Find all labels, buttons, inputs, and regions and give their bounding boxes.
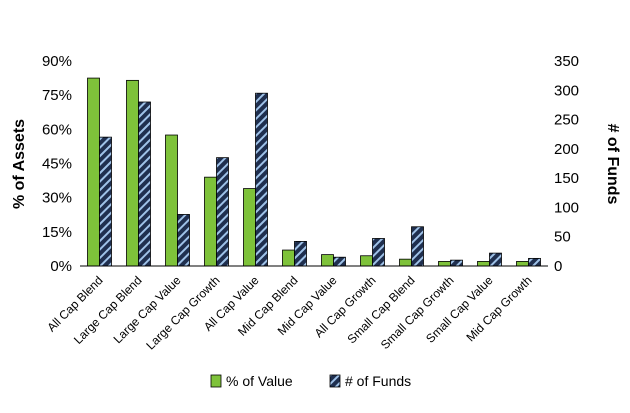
y-tick-label: 15% — [42, 224, 72, 241]
bar-funds — [333, 256, 346, 267]
bar-value — [282, 249, 295, 267]
bar-funds — [372, 238, 385, 267]
category-label: Small Cap Value — [423, 273, 496, 346]
legend-label-funds: # of Funds — [345, 373, 411, 389]
y-tick-label: 0% — [50, 258, 72, 275]
y-tick-label: 45% — [42, 156, 72, 173]
y2-tick-label: 50 — [554, 229, 571, 246]
y-axis-title: % of Assets — [11, 119, 28, 209]
category-label: Large Cap Blend — [71, 273, 145, 347]
y-axis-ticks: 0% 15% 30% 45% 60% 75% 90% — [42, 53, 72, 275]
y2-tick-label: 300 — [554, 82, 579, 99]
y2-tick-label: 100 — [554, 199, 579, 216]
bar-value — [165, 134, 178, 267]
bar-value — [438, 261, 451, 267]
y2-axis-title: # of Funds — [604, 124, 621, 205]
y2-tick-label: 350 — [554, 53, 579, 70]
bar-funds — [489, 252, 502, 267]
category-label: Large Cap Value — [111, 273, 184, 346]
bar-value — [126, 79, 139, 267]
bar-funds — [138, 101, 151, 267]
bar-funds — [255, 92, 268, 267]
y-tick-label: 90% — [42, 53, 72, 70]
legend-swatch-funds — [329, 374, 341, 388]
bar-funds — [177, 214, 190, 267]
bar-funds — [216, 157, 229, 267]
y-tick-label: 75% — [42, 87, 72, 104]
bar-funds — [450, 259, 463, 267]
bar-value — [321, 254, 334, 267]
bar-value — [87, 77, 100, 267]
bars — [87, 77, 541, 267]
y2-axis-ticks: 0 50 100 150 200 250 300 350 — [554, 53, 579, 275]
bar-value — [516, 261, 529, 267]
legend-label-value: % of Value — [226, 373, 293, 389]
y2-tick-label: 0 — [554, 258, 562, 275]
y2-tick-label: 250 — [554, 112, 579, 129]
bar-value — [399, 258, 412, 267]
bar-funds — [99, 136, 112, 267]
bar-funds — [528, 257, 541, 267]
y2-tick-label: 150 — [554, 170, 579, 187]
bar-value — [477, 261, 490, 267]
category-label: Small Cap Blend — [345, 273, 418, 346]
category-label: Small Cap Growth — [378, 273, 457, 352]
bar-funds — [411, 226, 424, 267]
bar-value — [360, 255, 373, 267]
y-tick-label: 30% — [42, 190, 72, 207]
bar-funds — [294, 240, 307, 267]
legend: % of Value # of Funds — [210, 373, 411, 389]
y2-tick-label: 200 — [554, 141, 579, 158]
bar-value — [243, 188, 256, 267]
y-tick-label: 60% — [42, 121, 72, 138]
bar-value — [204, 176, 217, 267]
legend-swatch-value — [210, 374, 222, 388]
